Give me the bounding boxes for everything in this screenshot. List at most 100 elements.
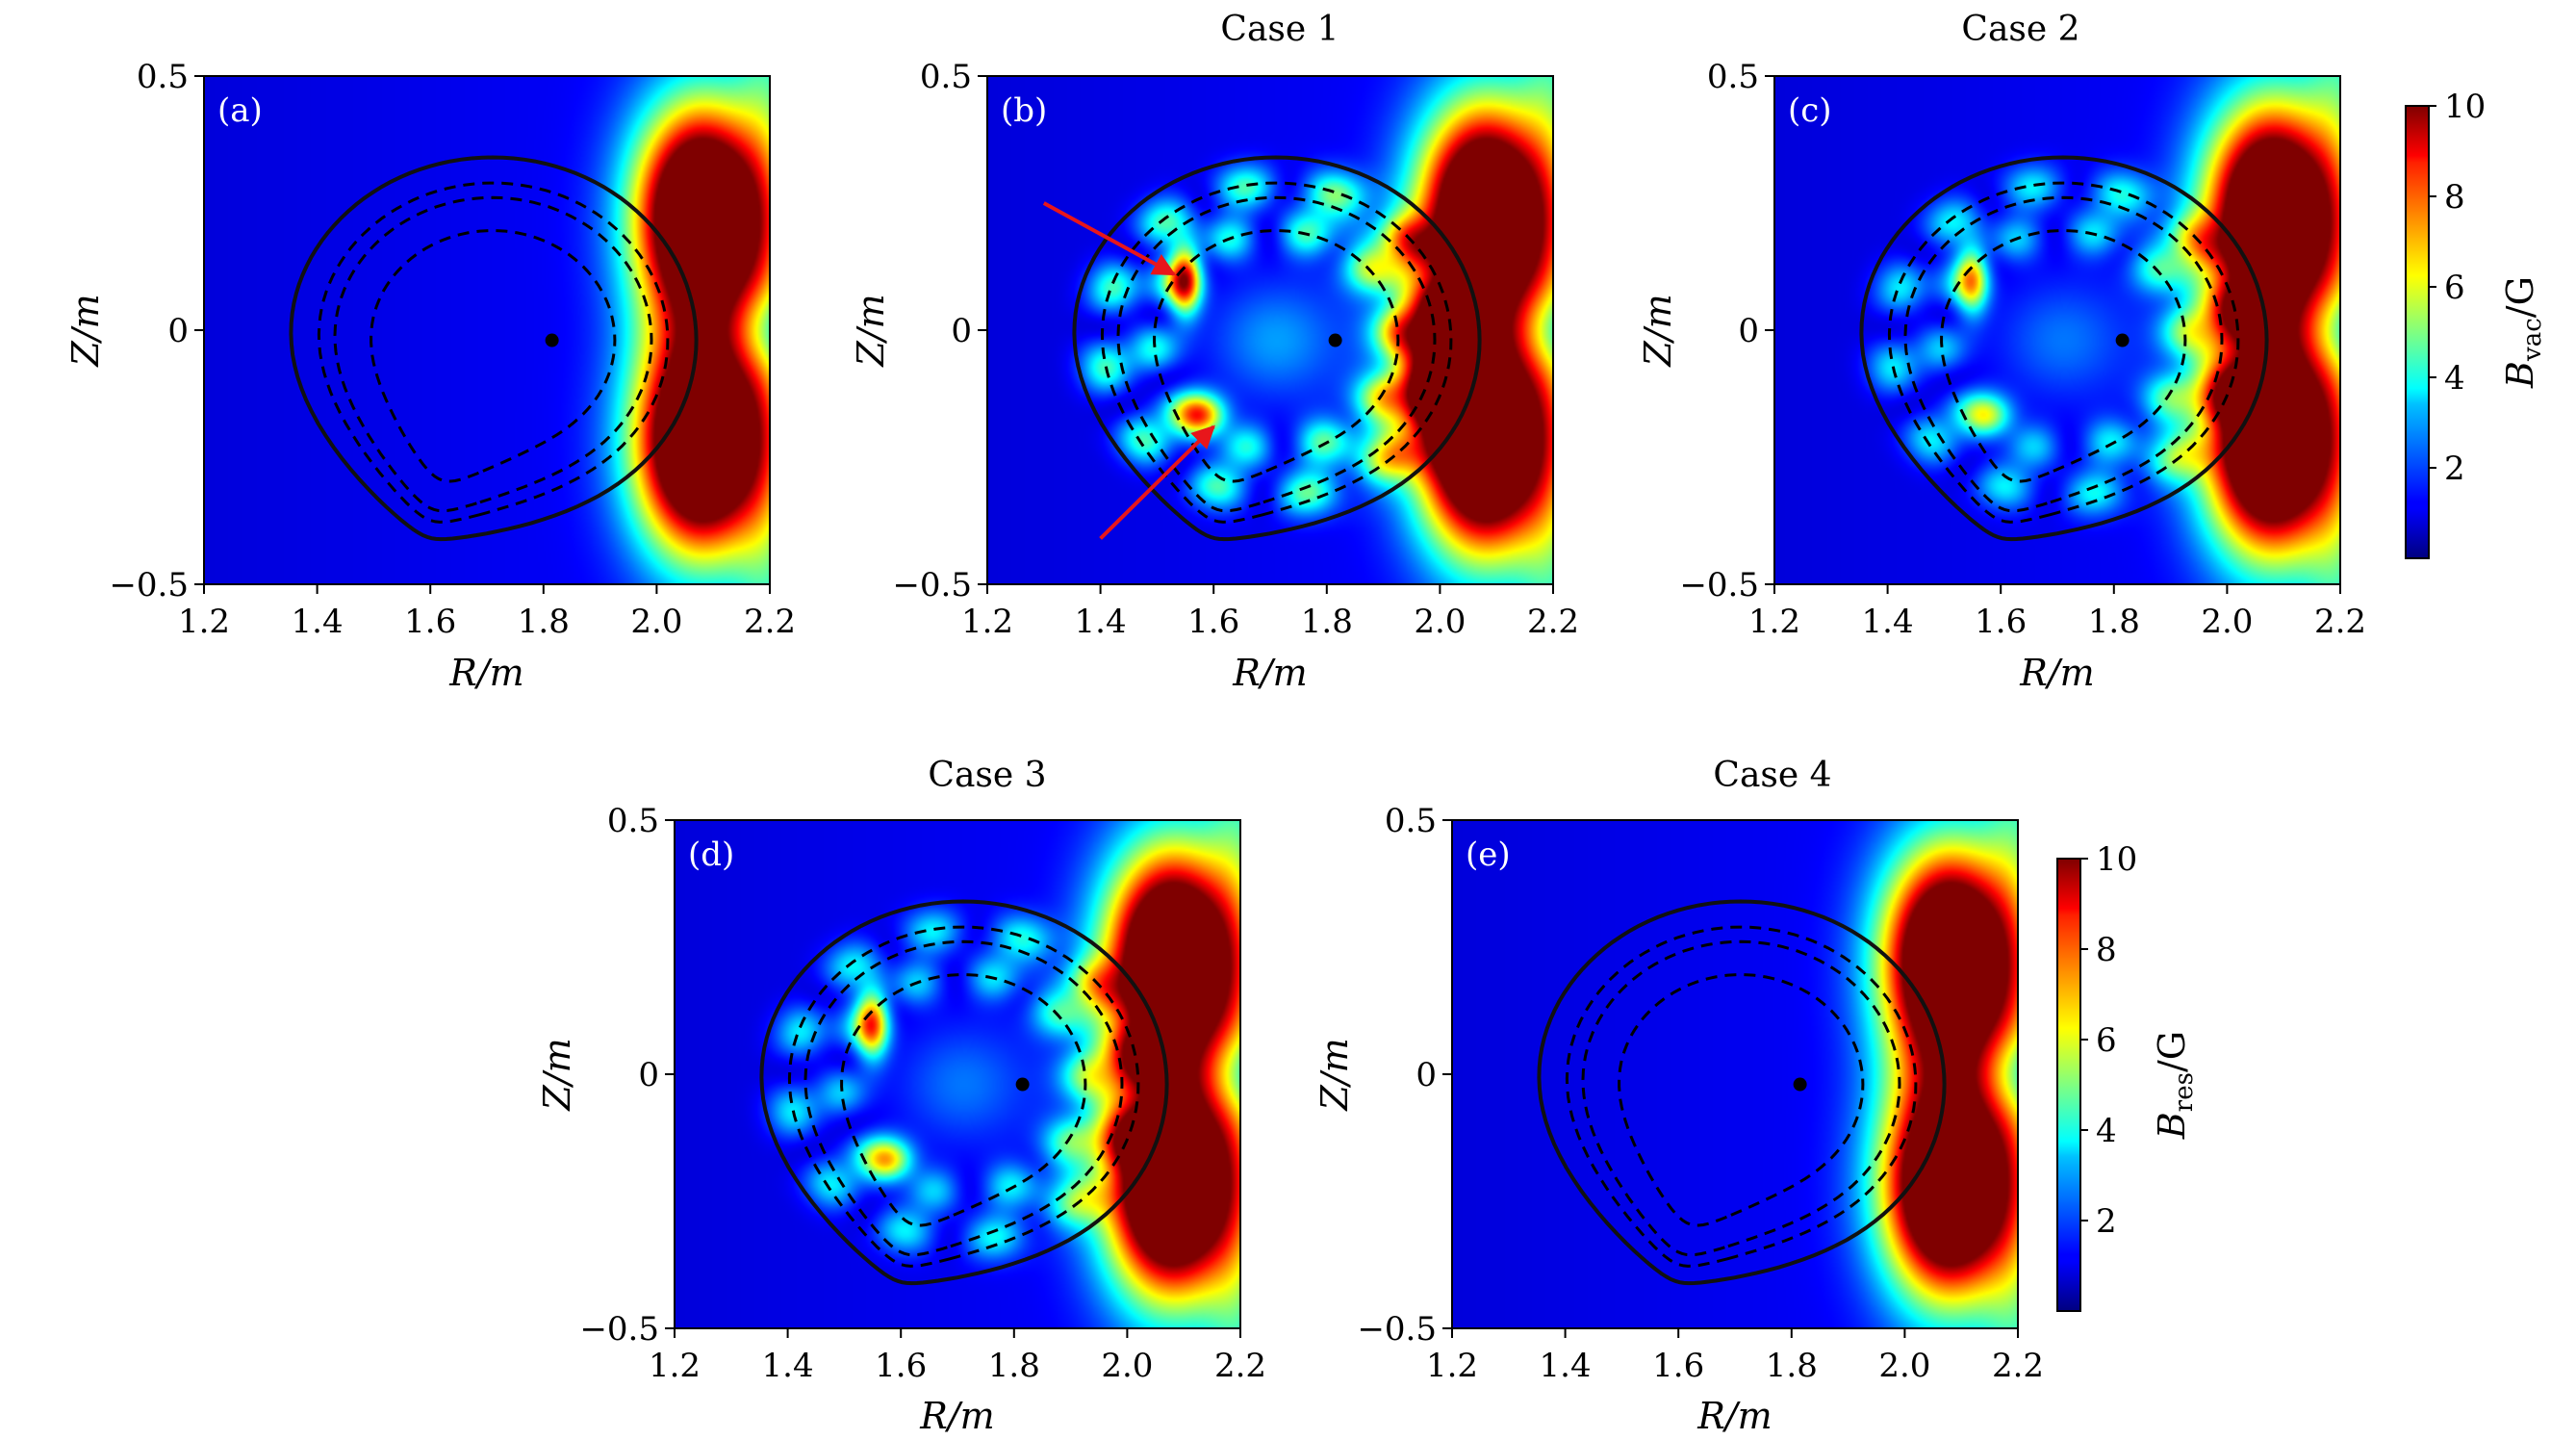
x-axis-label-e: R/m <box>1696 1395 1772 1437</box>
flux-surface-1 <box>333 195 653 513</box>
flux-surface-0 <box>787 925 1140 1268</box>
y-tick-label: 0.5 <box>137 58 189 96</box>
colorbar-res-ticks: 2 4 6 8 10 <box>2080 840 2137 1241</box>
case-title-b: Case 1 <box>1220 10 1339 49</box>
x-tick-label: 1.4 <box>1075 603 1127 641</box>
colorbar-vac-ticks: 2 4 6 8 10 <box>2429 88 2486 488</box>
overlay-e <box>1537 899 1947 1286</box>
heatmap-e <box>1452 820 2018 1328</box>
y-tick-label: 0.5 <box>607 802 659 840</box>
x-ticks-e: 1.2 1.4 1.6 1.8 2.0 2.2 <box>1426 1328 2044 1385</box>
flux-surface-0 <box>1100 181 1453 524</box>
case-title-c: Case 2 <box>1961 10 2079 49</box>
x-tick-label: 2.2 <box>1992 1347 2044 1385</box>
y-tick-label: −0.5 <box>109 566 189 604</box>
y-tick-label: −0.5 <box>1357 1310 1437 1349</box>
colorbar-res-label: Bres/G <box>2151 1031 2199 1140</box>
x-tick-label: 1.2 <box>649 1347 701 1385</box>
y-axis-label-e: Z/m <box>1314 1038 1356 1111</box>
colorbar-tick-label: 10 <box>2444 88 2486 126</box>
plasma-boundary <box>1537 899 1947 1286</box>
x-tick-label: 1.6 <box>875 1347 927 1385</box>
x-tick-label: 2.2 <box>744 603 796 641</box>
y-tick-label: −0.5 <box>892 566 972 604</box>
panel-e: Case 4 (e) 1.2 1.4 1.6 1.8 2.0 2.2 0.5 0 −0.5 R… <box>1314 756 2044 1437</box>
overlay-b <box>1042 155 1482 542</box>
heatmap-a <box>204 76 770 584</box>
colorbar-tick-label: 6 <box>2444 269 2465 307</box>
colorbar-tick-label: 8 <box>2096 931 2117 969</box>
panel-label-c: (c) <box>1788 91 1832 130</box>
plasma-boundary <box>1072 155 1482 542</box>
x-tick-label: 1.8 <box>1301 603 1353 641</box>
x-ticks-b: 1.2 1.4 1.6 1.8 2.0 2.2 <box>961 584 1579 641</box>
heatmap-b <box>987 76 1553 584</box>
y-ticks-c: 0.5 0 −0.5 <box>1679 58 1774 604</box>
plasma-boundary <box>1859 155 2269 542</box>
magnetic-axis-dot <box>1793 1077 1807 1092</box>
x-tick-label: 2.0 <box>1414 603 1466 641</box>
panel-a: (a) 1.2 1.4 1.6 1.8 2.0 2.2 0.5 0 −0.5 R/m Z/m <box>64 58 796 694</box>
y-ticks-b: 0.5 0 −0.5 <box>892 58 987 604</box>
flux-surface-1 <box>803 939 1124 1257</box>
magnetic-axis-dot <box>2115 333 2130 347</box>
magnetic-axis-dot <box>1015 1077 1030 1092</box>
flux-surface-2 <box>1940 228 2187 483</box>
x-tick-label: 2.2 <box>2314 603 2366 641</box>
flux-surface-1 <box>1116 195 1437 513</box>
x-tick-label: 1.6 <box>1187 603 1239 641</box>
y-tick-label: 0 <box>951 312 972 350</box>
colorbar-tick-label: 8 <box>2444 178 2465 217</box>
x-axis-label-d: R/m <box>919 1395 994 1437</box>
y-tick-label: 0 <box>638 1056 659 1094</box>
x-tick-label: 1.8 <box>2088 603 2140 641</box>
case-title-d: Case 3 <box>928 756 1046 795</box>
colorbar-res-label-sub: res <box>2170 1072 2199 1112</box>
panel-d: Case 3 (d) 1.2 1.4 1.6 1.8 2.0 2.2 0.5 0 −0.5 R… <box>536 756 1266 1437</box>
overlay-d <box>759 899 1169 1286</box>
x-ticks-c: 1.2 1.4 1.6 1.8 2.0 2.2 <box>1748 584 2366 641</box>
magnetic-axis-dot <box>545 333 559 347</box>
y-ticks-e: 0.5 0 −0.5 <box>1357 802 1452 1349</box>
x-tick-label: 1.2 <box>961 603 1013 641</box>
case-title-e: Case 4 <box>1713 756 1831 795</box>
x-tick-label: 1.6 <box>1975 603 2027 641</box>
colorbar-res: 2 4 6 8 10 Bres/G <box>2056 840 2199 1312</box>
colorbar-tick-label: 6 <box>2096 1021 2117 1060</box>
x-tick-label: 1.8 <box>1766 1347 1818 1385</box>
plasma-boundary <box>759 899 1169 1286</box>
y-tick-label: 0 <box>167 312 189 350</box>
colorbar-res-label-main: B <box>2151 1112 2193 1140</box>
heatmap-d <box>675 820 1240 1328</box>
x-tick-label: 1.2 <box>1426 1347 1478 1385</box>
colorbar-vac-gradient <box>2405 105 2430 559</box>
x-tick-label: 1.2 <box>1748 603 1800 641</box>
x-tick-label: 1.4 <box>762 1347 814 1385</box>
highlight-arrow-0 <box>1042 201 1177 276</box>
flux-surface-2 <box>370 228 617 483</box>
x-tick-label: 1.8 <box>988 1347 1040 1385</box>
x-tick-label: 1.4 <box>1862 603 1914 641</box>
x-tick-label: 2.0 <box>1101 1347 1153 1385</box>
x-ticks-d: 1.2 1.4 1.6 1.8 2.0 2.2 <box>649 1328 1266 1385</box>
x-tick-label: 2.2 <box>1214 1347 1266 1385</box>
x-tick-label: 2.2 <box>1527 603 1579 641</box>
x-tick-label: 2.0 <box>1878 1347 1930 1385</box>
colorbar-res-gradient <box>2056 858 2081 1312</box>
magnetic-axis-dot <box>1328 333 1342 347</box>
panel-c: Case 2 (c) 1.2 1.4 1.6 1.8 2.0 2.2 0.5 0 −0.5 R… <box>1637 10 2366 694</box>
x-ticks-a: 1.2 1.4 1.6 1.8 2.0 2.2 <box>178 584 796 641</box>
y-axis-label-a: Z/m <box>64 294 107 367</box>
panel-label-a: (a) <box>217 91 263 130</box>
y-tick-label: 0 <box>1416 1056 1437 1094</box>
colorbar-vac-label-unit: /G <box>2499 276 2541 318</box>
colorbar-res-label-unit: /G <box>2151 1031 2193 1072</box>
x-tick-label: 2.0 <box>630 603 682 641</box>
flux-surface-1 <box>1903 195 2224 513</box>
x-tick-label: 2.0 <box>2201 603 2253 641</box>
colorbar-vac-label-main: B <box>2499 361 2541 389</box>
colorbar-vac: 2 4 6 8 10 Bvac/G <box>2405 88 2547 559</box>
y-tick-label: 0.5 <box>1385 802 1437 840</box>
flux-surface-0 <box>317 181 670 524</box>
